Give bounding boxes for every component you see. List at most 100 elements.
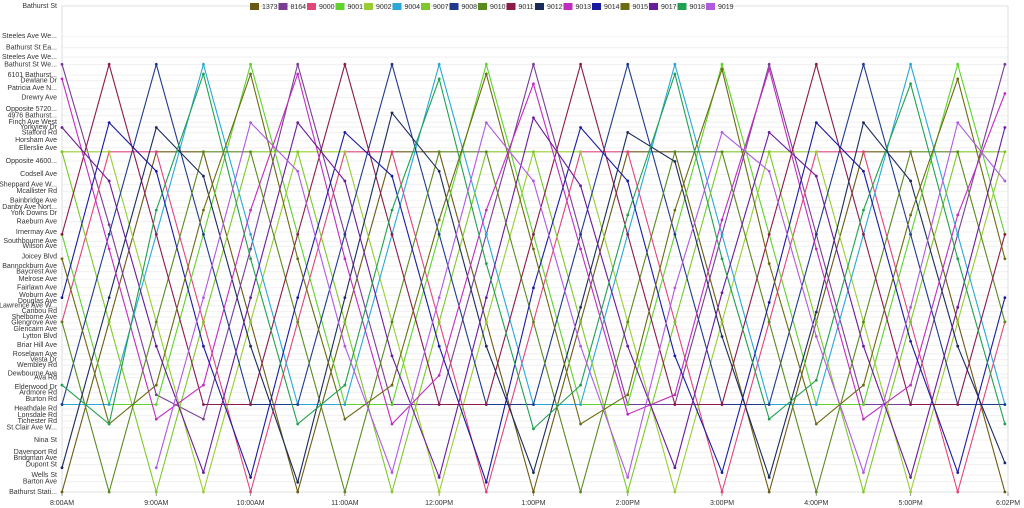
point [390, 174, 394, 178]
point [909, 233, 912, 236]
point [909, 403, 912, 406]
y-tick-label: Bathurst St [22, 3, 57, 10]
y-tick-label: York Downs Dr [11, 210, 58, 217]
point [249, 208, 252, 212]
y-tick-label: Ellerslie Ave [19, 145, 57, 152]
point [343, 130, 347, 134]
point [1003, 320, 1007, 324]
legend-item: 9012 [535, 3, 563, 11]
point [107, 233, 111, 236]
point [154, 208, 158, 212]
point [60, 320, 64, 324]
point [60, 466, 64, 470]
point [862, 490, 865, 494]
point [626, 490, 630, 494]
point [767, 490, 771, 494]
y-tick-label: Burton Rd [25, 396, 57, 403]
point [673, 208, 677, 212]
point [343, 233, 347, 236]
point [814, 490, 818, 494]
point [107, 320, 111, 324]
point [390, 490, 394, 494]
point [343, 383, 347, 387]
y-tick-label: Ardmore Rd [19, 390, 57, 397]
point [767, 403, 771, 406]
point [767, 130, 771, 134]
point [154, 417, 158, 421]
point [249, 403, 252, 406]
x-tick-label: 3:00PM [710, 500, 734, 507]
point [956, 77, 960, 81]
point [154, 233, 158, 236]
point [296, 490, 300, 494]
point [154, 344, 158, 348]
point [60, 62, 64, 66]
point [626, 179, 630, 183]
y-tick-label: Caribou Rd [22, 308, 58, 315]
point [909, 213, 912, 217]
y-tick-label: Wembley Rd [17, 362, 57, 369]
point [437, 344, 441, 348]
legend-label: 9018 [690, 4, 706, 11]
legend-swatch [563, 3, 573, 10]
x-tick-label: 2:00PM [616, 500, 640, 507]
point [814, 335, 818, 338]
point [956, 320, 960, 324]
point [154, 150, 158, 154]
legend-label: 9011 [519, 4, 534, 11]
point [437, 233, 441, 236]
point [343, 296, 347, 299]
point [484, 403, 488, 406]
legend-item: 9017 [649, 3, 677, 11]
point [532, 179, 535, 183]
point [626, 403, 630, 406]
point [1003, 233, 1007, 236]
legend-swatch [250, 3, 259, 10]
legend-label: 9013 [576, 4, 592, 11]
point [60, 403, 64, 406]
y-tick-label: Tichester Rd [18, 418, 58, 425]
point [1003, 126, 1007, 129]
point [626, 476, 630, 479]
legend-swatch [592, 3, 601, 10]
point [390, 354, 394, 358]
point [532, 233, 535, 236]
point [154, 169, 158, 173]
point [1003, 490, 1007, 494]
y-tick-label: 4976 Bathurst... [8, 113, 57, 120]
point [862, 62, 865, 66]
y-tick-label: Shelborne Ave [12, 314, 58, 321]
point [343, 179, 347, 183]
point [579, 126, 582, 129]
point [862, 403, 865, 406]
y-tick-label: Fairlawn Ave [17, 285, 57, 292]
point [202, 72, 205, 76]
point [909, 476, 912, 479]
legend-item: 9000 [307, 3, 335, 11]
point [437, 320, 441, 324]
point [296, 169, 300, 173]
point [296, 121, 300, 125]
point [909, 62, 912, 66]
point [862, 383, 865, 387]
legend-label: 1373 [262, 4, 278, 11]
point [202, 490, 205, 494]
point [673, 233, 677, 236]
point [296, 422, 300, 426]
point [249, 344, 252, 348]
point [202, 471, 205, 474]
point [437, 476, 441, 479]
point [1003, 92, 1007, 95]
point [862, 344, 865, 348]
point [532, 490, 535, 494]
legend-item: 9010 [478, 3, 506, 11]
point [154, 126, 158, 129]
point [390, 422, 394, 426]
point [296, 257, 300, 261]
point [249, 476, 252, 479]
point [579, 383, 582, 387]
point [862, 121, 865, 125]
legend-swatch [307, 3, 316, 10]
point [60, 233, 64, 236]
point [154, 403, 158, 406]
